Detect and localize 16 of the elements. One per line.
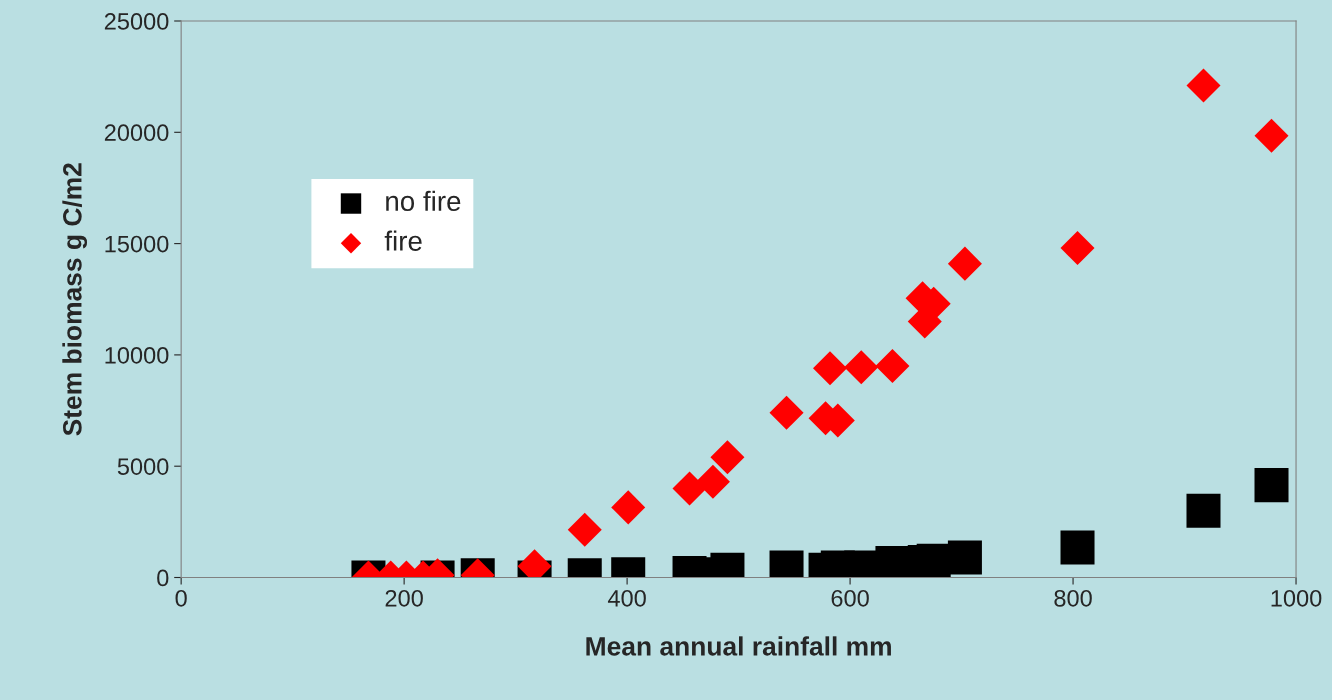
x-tick-label: 800 xyxy=(1054,589,1092,607)
x-tick-label: 0 xyxy=(175,589,187,607)
x-tick-label: 200 xyxy=(385,589,423,607)
legend-label: fire xyxy=(384,230,422,251)
x-tick-label: 1000 xyxy=(1271,589,1322,607)
legend-label: no fire xyxy=(386,190,461,212)
y-tick-label: 15000 xyxy=(105,235,169,253)
x-tick-label: 400 xyxy=(607,589,646,607)
y-tick-label: 5000 xyxy=(117,458,169,475)
y-tick-label: 25000 xyxy=(104,13,169,30)
y-tick-label: 10000 xyxy=(105,346,169,364)
x-tick-label: 600 xyxy=(831,589,869,607)
y-tick-label: 0 xyxy=(157,569,169,587)
y-axis-title: Stem biomass g C/m2 xyxy=(62,163,88,436)
y-tick-label: 20000 xyxy=(104,124,169,142)
x-axis-title: Mean annual rainfall mm xyxy=(586,636,891,656)
